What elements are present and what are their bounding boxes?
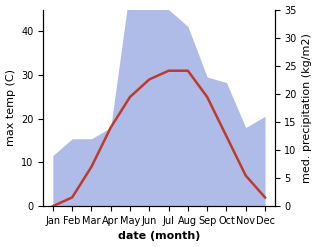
Y-axis label: max temp (C): max temp (C) <box>5 69 16 146</box>
X-axis label: date (month): date (month) <box>118 231 200 242</box>
Y-axis label: med. precipitation (kg/m2): med. precipitation (kg/m2) <box>302 33 313 183</box>
